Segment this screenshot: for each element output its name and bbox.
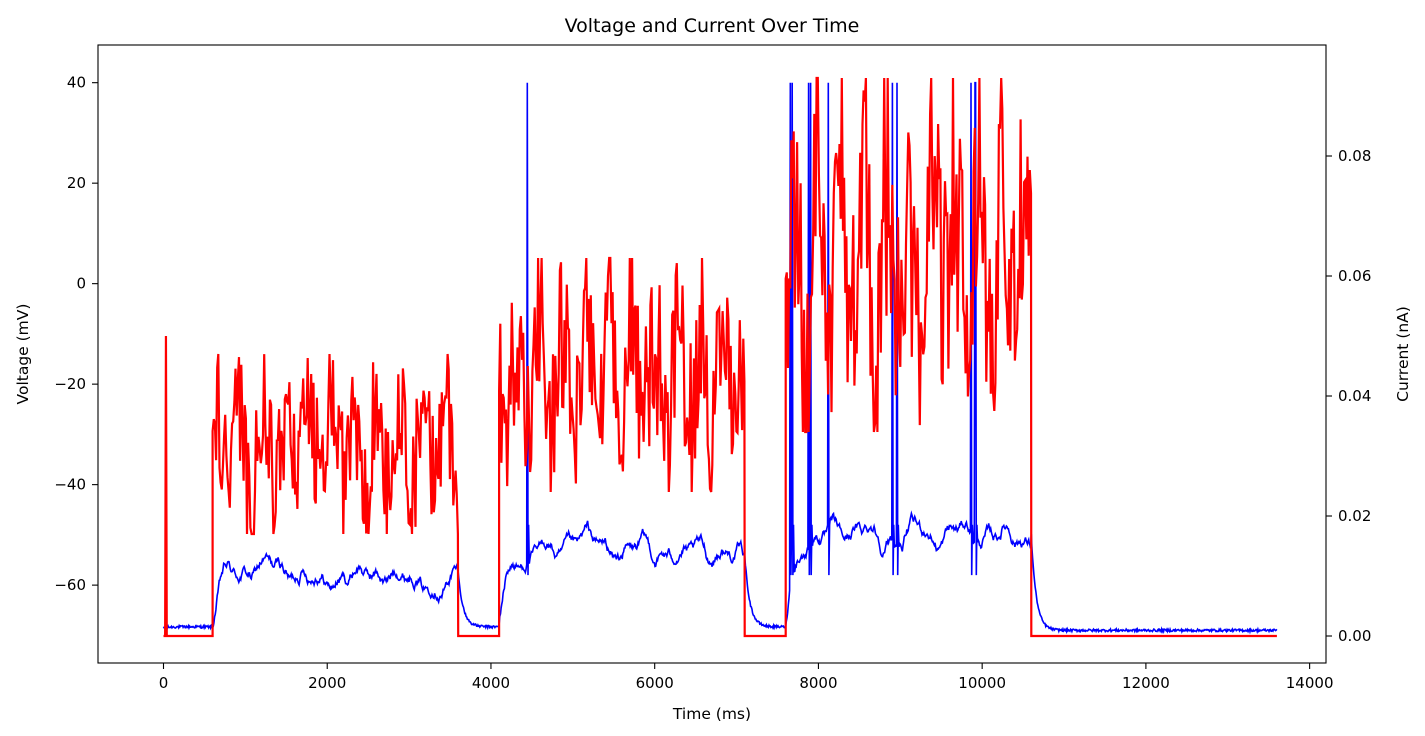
- plot-background: [98, 45, 1326, 663]
- y-left-tick-label: 0: [76, 275, 86, 293]
- x-tick-label: 2000: [308, 674, 346, 692]
- y-left-tick-label: 40: [67, 74, 86, 92]
- x-tick-label: 6000: [636, 674, 674, 692]
- x-axis-label: Time (ms): [672, 705, 751, 723]
- y-axis-left: −60 −40 −20 0 20 40: [54, 74, 98, 594]
- y-right-tick-label: 0.04: [1338, 387, 1371, 405]
- current-trace: [163, 76, 1277, 638]
- x-tick-label: 10000: [958, 674, 1006, 692]
- x-tick-label: 4000: [472, 674, 510, 692]
- y-left-tick-label: −40: [54, 476, 86, 494]
- y-axis-right: 0.00 0.02 0.04 0.06 0.08: [1326, 147, 1371, 645]
- current-pulse: [164, 335, 168, 637]
- x-axis: 0 2000 4000 6000 8000 10000 12000 14000: [159, 663, 1334, 692]
- y-left-tick-label: 20: [67, 174, 86, 192]
- chart-title: Voltage and Current Over Time: [565, 15, 860, 37]
- y-left-tick-label: −20: [54, 375, 86, 393]
- x-tick-label: 14000: [1286, 674, 1334, 692]
- traces: [162, 76, 1278, 638]
- x-tick-label: 8000: [799, 674, 837, 692]
- y-right-tick-label: 0.06: [1338, 267, 1371, 285]
- y-left-tick-label: −60: [54, 576, 86, 594]
- x-tick-label: 0: [159, 674, 169, 692]
- y-right-tick-label: 0.00: [1338, 627, 1371, 645]
- y-right-tick-label: 0.08: [1338, 147, 1371, 165]
- y-axis-left-label: Voltage (mV): [14, 304, 32, 405]
- voltage-trace: [162, 81, 1278, 635]
- y-axis-right-label: Current (nA): [1394, 306, 1412, 402]
- y-right-tick-label: 0.02: [1338, 507, 1371, 525]
- x-tick-label: 12000: [1122, 674, 1170, 692]
- plot-frame: [97, 44, 1327, 664]
